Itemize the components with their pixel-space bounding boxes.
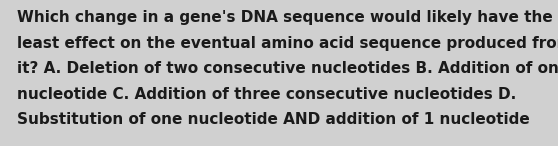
Text: nucleotide C. Addition of three consecutive nucleotides D.: nucleotide C. Addition of three consecut…: [17, 87, 516, 102]
Text: Substitution of one nucleotide AND addition of 1 nucleotide: Substitution of one nucleotide AND addit…: [17, 112, 530, 127]
Text: least effect on the eventual amino acid sequence produced from: least effect on the eventual amino acid …: [17, 36, 558, 51]
Text: it? A. Deletion of two consecutive nucleotides B. Addition of one: it? A. Deletion of two consecutive nucle…: [17, 61, 558, 76]
Text: Which change in a gene's DNA sequence would likely have the: Which change in a gene's DNA sequence wo…: [17, 10, 552, 25]
